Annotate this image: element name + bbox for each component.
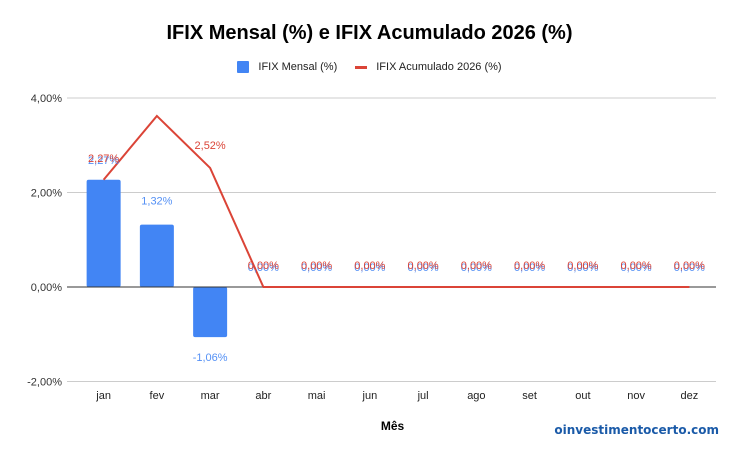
bar-jan[interactable] xyxy=(86,179,121,287)
line-data-label: 0,00% xyxy=(354,260,385,272)
x-tick-label: abr xyxy=(255,390,271,402)
watermark[interactable]: oinvestimentocerto.com xyxy=(554,423,719,437)
x-tick-label: nov xyxy=(627,390,645,402)
x-tick-label: jan xyxy=(95,390,111,402)
bar-data-label: 0,00% xyxy=(408,262,439,274)
y-tick-label: 2,00% xyxy=(31,188,62,200)
legend-item-acumulado[interactable]: IFIX Acumulado 2026 (%) xyxy=(355,61,502,73)
line-swatch-icon xyxy=(355,65,368,69)
chart-title: IFIX Mensal (%) e IFIX Acumulado 2026 (%… xyxy=(166,22,573,44)
legend-label-acumulado: IFIX Acumulado 2026 (%) xyxy=(376,61,502,73)
legend: IFIX Mensal (%) IFIX Acumulado 2026 (%) xyxy=(0,61,739,73)
y-axis: -2,00% 0,00% 2,00% 4,00% xyxy=(27,93,62,389)
line-data-label: 2,52% xyxy=(195,140,226,152)
bar-data-label: 0,00% xyxy=(301,262,332,274)
line-data-label: 0,00% xyxy=(461,260,492,272)
line-data-label: 0,00% xyxy=(248,260,279,272)
bar-data-label: 0,00% xyxy=(674,262,705,274)
x-tick-label: dez xyxy=(681,390,699,402)
bar-data-label: 0,00% xyxy=(248,262,279,274)
x-tick-label: fev xyxy=(150,390,165,402)
line-data-label: 0,00% xyxy=(567,260,598,272)
y-tick-label: 0,00% xyxy=(31,282,62,294)
line-data-label: 0,00% xyxy=(301,260,332,272)
legend-label-mensal: IFIX Mensal (%) xyxy=(258,61,338,73)
bar-data-label: 0,00% xyxy=(461,262,492,274)
x-tick-label: jul xyxy=(417,390,429,402)
bar-series xyxy=(86,179,228,338)
bar-data-label: 0,00% xyxy=(567,262,598,274)
acumulado-line[interactable] xyxy=(102,114,690,288)
line-data-label: 0,00% xyxy=(514,260,545,272)
bar-data-label: 0,00% xyxy=(514,262,545,274)
x-axis-title: Mês xyxy=(380,419,405,433)
bar-mar[interactable] xyxy=(193,287,228,338)
x-tick-label: mar xyxy=(201,390,220,402)
line-series xyxy=(102,114,690,288)
bar-data-label: -1,06% xyxy=(193,352,228,364)
x-tick-label: out xyxy=(575,390,590,402)
bar-data-label: 1,32% xyxy=(141,196,172,208)
x-tick-label: mai xyxy=(308,390,326,402)
data-labels: 2,27% 1,32% -1,06% 0,00% 0,00% 0,00% 0,00% 0,00… xyxy=(88,140,705,364)
x-tick-label: set xyxy=(522,390,537,402)
gridlines xyxy=(67,97,716,382)
x-axis: jan fev mar abr mai jun jul ago set out nov dez xyxy=(95,390,698,402)
x-tick-label: ago xyxy=(467,390,485,402)
legend-item-mensal[interactable]: IFIX Mensal (%) xyxy=(237,61,337,73)
line-data-label: 0,00% xyxy=(621,260,652,272)
line-data-label: 0,00% xyxy=(408,260,439,272)
y-tick-label: 4,00% xyxy=(31,93,62,105)
x-tick-label: jun xyxy=(362,390,378,402)
bar-data-label: 2,27% xyxy=(88,155,119,167)
bar-data-label: 0,00% xyxy=(621,262,652,274)
line-data-label: 0,00% xyxy=(674,260,705,272)
y-tick-label: -2,00% xyxy=(27,377,62,389)
bar-data-label: 0,00% xyxy=(354,262,385,274)
line-data-label: 2,27% xyxy=(88,153,119,165)
bar-fev[interactable] xyxy=(139,224,174,287)
bar-swatch-icon xyxy=(237,61,250,73)
